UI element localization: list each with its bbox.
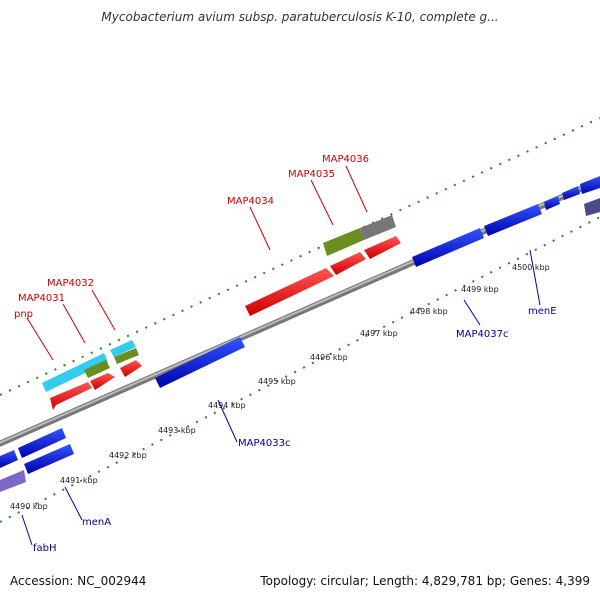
label-MAP4034[interactable]: MAP4034 [227,196,274,207]
kbp-label: 4490 kbp [10,502,48,511]
gene-MAP4036[interactable] [364,236,401,259]
gene-MAP4034[interactable] [245,268,334,316]
kbp-label: 4496 kbp [310,353,348,362]
kbp-label: 4491 kbp [60,476,98,485]
gene-small-2[interactable] [562,186,580,200]
cds-features[interactable] [42,215,396,392]
cds-pnp[interactable] [42,353,108,392]
gene-fabH[interactable] [0,470,26,492]
gene-MAP4033c[interactable] [155,337,245,388]
kbp-label: 4492 kbp [109,451,147,460]
label-fabH[interactable]: fabH [33,543,57,554]
gene-small-1[interactable] [544,196,560,210]
reverse-gene-labels[interactable]: MAP4033c MAP4037c menE menA fabH [33,306,557,554]
reverse-genes[interactable] [0,176,600,492]
gene-menA-upper[interactable] [18,428,66,458]
kbp-label: 4500 kbp [512,263,550,272]
cds-MAP4032-a[interactable] [110,340,136,357]
gene-MAP4032[interactable] [120,360,142,377]
map-title: Mycobacterium avium subsp. paratuberculo… [101,10,499,24]
scale-labels: 4490 kbp 4491 kbp 4492 kbp 4493 kbp 4494… [10,263,550,511]
label-MAP4035[interactable]: MAP4035 [288,169,335,180]
label-menE[interactable]: menE [528,306,557,317]
summary-text: Topology: circular; Length: 4,829,781 bp… [260,574,590,588]
label-menA[interactable]: menA [82,517,111,528]
gene-right-edge[interactable] [584,198,600,216]
gene-menE[interactable] [484,204,542,236]
label-MAP4033c[interactable]: MAP4033c [238,438,290,449]
cds-MAP4031[interactable] [84,360,110,378]
kbp-label: 4493 kbp [158,426,196,435]
kbp-label: 4494 kbp [208,401,246,410]
cds-MAP4032-b[interactable] [114,348,139,364]
label-MAP4036[interactable]: MAP4036 [322,154,369,165]
kbp-label: 4497 kbp [360,329,398,338]
label-MAP4037c[interactable]: MAP4037c [456,329,508,340]
label-leaders [21,165,541,546]
label-pnp[interactable]: pnp [14,309,33,320]
accession-text: Accession: NC_002944 [10,574,147,588]
cds-MAP4036[interactable] [360,215,396,240]
forward-gene-labels[interactable]: pnp MAP4031 MAP4032 MAP4034 MAP4035 MAP4… [14,154,369,320]
kbp-label: 4499 kbp [461,285,499,294]
label-MAP4031[interactable]: MAP4031 [18,293,65,304]
gene-MAP4035[interactable] [330,252,366,275]
gene-MAP4031[interactable] [90,373,115,390]
outer-tick-track [0,117,600,396]
forward-genes[interactable] [50,236,401,410]
inner-tick-track [0,216,600,523]
kbp-label: 4498 kbp [410,307,448,316]
gene-small-3[interactable] [580,176,600,194]
gene-menA[interactable] [24,444,74,474]
cds-MAP4035[interactable] [323,228,364,256]
label-MAP4032[interactable]: MAP4032 [47,278,94,289]
kbp-label: 4495 kbp [258,377,296,386]
gene-left-1[interactable] [0,450,18,468]
gene-pnp[interactable] [50,382,92,410]
gene-MAP4037c[interactable] [412,228,484,267]
